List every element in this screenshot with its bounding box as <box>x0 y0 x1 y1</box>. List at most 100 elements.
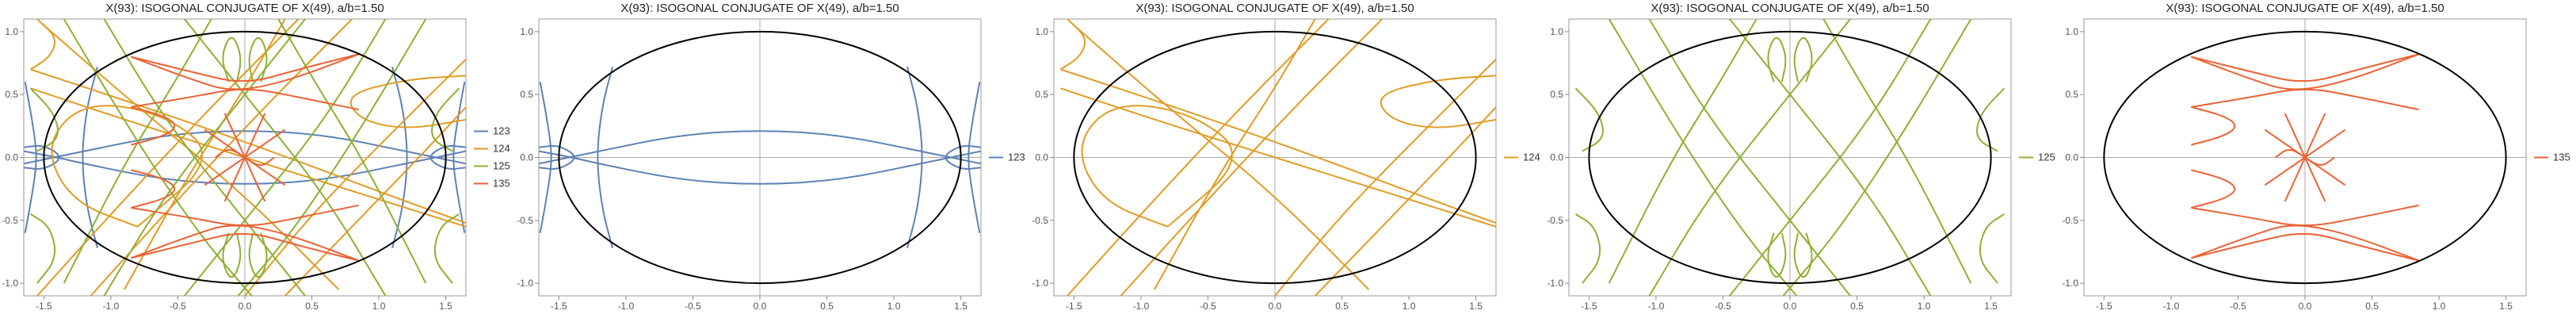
legend-label-123: 123 <box>493 125 510 137</box>
x-tick-label: 1.5 <box>439 301 452 312</box>
y-tick-label: -0.5 <box>2062 215 2078 226</box>
chart-title: X(93): ISOGONAL CONJUGATE OF X(49), a/b=… <box>2166 2 2444 15</box>
series-125-curve <box>1976 87 2005 152</box>
series-135-curve <box>130 224 360 262</box>
series-125-curve <box>431 87 460 152</box>
x-tick-label: -1.0 <box>1648 301 1665 312</box>
x-tick-label: 1.0 <box>1402 301 1416 312</box>
y-tick-label: -1.0 <box>2 278 18 289</box>
series-125-curve <box>29 87 59 152</box>
y-tick-label: 1.0 <box>1035 26 1048 37</box>
series-123-curve <box>945 144 981 171</box>
curves <box>1059 19 1496 296</box>
series-135-curve <box>2190 224 2420 262</box>
series-124-curve <box>284 106 466 296</box>
x-tick-label: 0.0 <box>1269 301 1282 312</box>
legend-label-124: 124 <box>1523 151 1540 163</box>
series-124-curve <box>1153 19 1316 290</box>
series-135-curve <box>131 169 176 209</box>
legend-label-135: 135 <box>2553 151 2570 163</box>
series-124-curve <box>1073 25 1370 290</box>
series-125-curve <box>248 36 268 82</box>
series-125-curve <box>1574 87 1604 152</box>
series-123-curve <box>539 82 552 233</box>
series-123-curve <box>906 67 923 248</box>
chart-title: X(93): ISOGONAL CONJUGATE OF X(49), a/b=… <box>1651 2 1929 15</box>
series-125-curve <box>1608 19 1798 296</box>
series-135-curve <box>2191 232 2419 262</box>
x-tick-label: 1.0 <box>372 301 386 312</box>
x-tick-label: 0.0 <box>1784 301 1797 312</box>
series-125-curve <box>1767 36 1787 82</box>
chart-panel-5: X(93): ISOGONAL CONJUGATE OF X(49), a/b=… <box>2062 2 2570 312</box>
y-tick-label: -0.5 <box>1032 215 1048 226</box>
series-135-curve <box>131 204 359 227</box>
series-135-curve <box>2191 88 2419 111</box>
series-123-curve <box>967 82 981 233</box>
series-135-curve <box>2264 128 2346 186</box>
chart-panel-4: X(93): ISOGONAL CONJUGATE OF X(49), a/b=… <box>1547 2 2055 312</box>
x-tick-label: -1.0 <box>1133 301 1150 312</box>
y-tick-label: 0.0 <box>520 152 533 163</box>
legend-label-123: 123 <box>1008 151 1025 163</box>
series-124-curve <box>1380 75 1496 128</box>
x-tick-label: 0.5 <box>1335 301 1349 312</box>
series-124-curve <box>1067 19 1330 296</box>
y-tick-label: 0.0 <box>2065 152 2078 163</box>
series-125-curve <box>222 232 242 278</box>
y-tick-label: 1.0 <box>2065 26 2078 37</box>
x-tick-label: 0.5 <box>305 301 319 312</box>
series-123-curve <box>539 130 981 165</box>
series-135-curve <box>131 53 359 82</box>
series-125-curve <box>1793 36 1813 82</box>
curves <box>2103 30 2507 285</box>
chart-panel-3: X(93): ISOGONAL CONJUGATE OF X(49), a/b=… <box>1032 2 1540 312</box>
y-tick-label: 0.0 <box>1550 152 1563 163</box>
y-tick-label: 0.5 <box>5 89 18 100</box>
series-124-curve <box>1314 106 1496 296</box>
series-135-curve <box>204 128 286 186</box>
x-tick-label: 0.0 <box>239 301 252 312</box>
x-tick-label: -0.5 <box>2230 301 2246 312</box>
x-tick-label: 1.0 <box>1918 301 1931 312</box>
ellipse-curve <box>43 30 447 285</box>
x-tick-label: -0.5 <box>1715 301 1731 312</box>
y-tick-label: -0.5 <box>1547 215 1563 226</box>
series-124-curve <box>1059 19 1086 71</box>
y-tick-label: 0.5 <box>1035 89 1048 100</box>
series-125-curve <box>1782 19 1972 296</box>
series-135-curve <box>2191 169 2236 209</box>
ellipse-curve <box>1588 30 1992 285</box>
ellipse-curve <box>1073 30 1477 285</box>
series-135-curve <box>2191 53 2419 82</box>
series-125-curve <box>1793 232 1813 278</box>
series-123-curve <box>24 144 60 171</box>
x-tick-label: -1.5 <box>551 301 567 312</box>
series-124-curve <box>123 19 286 290</box>
y-tick-label: 0.0 <box>1035 152 1048 163</box>
series-124-curve <box>1081 105 1233 228</box>
x-tick-label: -0.5 <box>685 301 701 312</box>
series-135-curve <box>204 128 286 186</box>
x-tick-label: 1.5 <box>1984 301 1998 312</box>
series-124-curve <box>349 75 466 128</box>
series-135-curve <box>223 113 266 202</box>
x-tick-label: 0.5 <box>820 301 834 312</box>
series-123-curve <box>24 130 466 165</box>
x-tick-label: 0.0 <box>754 301 767 312</box>
chart-panel-1: X(93): ISOGONAL CONJUGATE OF X(49), a/b=… <box>2 2 509 312</box>
y-tick-label: -1.0 <box>517 278 533 289</box>
curves <box>1574 19 2005 296</box>
series-125-curve <box>1574 213 1601 284</box>
x-tick-label: -1.5 <box>1581 301 1597 312</box>
series-123-curve <box>82 67 98 248</box>
curves <box>539 30 981 285</box>
series-124-curve <box>29 19 56 71</box>
x-tick-label: -1.0 <box>2163 301 2180 312</box>
series-124-curve <box>36 19 300 296</box>
chart-title: X(93): ISOGONAL CONJUGATE OF X(49), a/b=… <box>105 2 384 15</box>
x-tick-label: -1.5 <box>1066 301 1082 312</box>
x-tick-label: -0.5 <box>170 301 186 312</box>
x-tick-label: 1.5 <box>954 301 967 312</box>
ellipse-curve <box>558 30 962 285</box>
